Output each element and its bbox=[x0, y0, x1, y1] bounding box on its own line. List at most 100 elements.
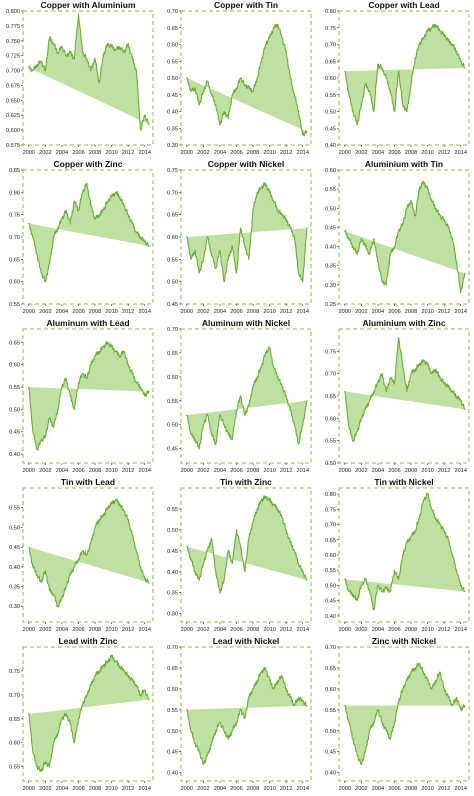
data-point bbox=[398, 700, 400, 702]
x-tick-label: 2014 bbox=[296, 468, 308, 474]
chart-svg: 0.40 0.45 0.50 0.55 0.60 0.65 0.70 0.75 0.80 2000… bbox=[325, 477, 470, 633]
data-point bbox=[364, 751, 367, 753]
y-tick-label: 0.40 bbox=[9, 565, 20, 571]
series-line bbox=[28, 182, 150, 283]
data-point bbox=[431, 373, 433, 375]
x-tick-label: 2000 bbox=[181, 786, 193, 792]
y-tick-label: 0.70 bbox=[325, 43, 336, 49]
y-tick-label: 0.75 bbox=[325, 26, 336, 32]
y-tick-label: 0.60 bbox=[325, 168, 336, 174]
x-tick-label: 2012 bbox=[280, 150, 292, 156]
data-point bbox=[406, 542, 408, 544]
x-tick-label: 2006 bbox=[72, 309, 84, 315]
data-point bbox=[123, 205, 125, 207]
data-point bbox=[244, 571, 246, 573]
data-point bbox=[40, 61, 42, 63]
data-point bbox=[86, 377, 88, 379]
data-point bbox=[393, 382, 396, 384]
data-point bbox=[356, 124, 358, 126]
y-tick-label: 0.30 bbox=[9, 604, 20, 610]
data-point bbox=[77, 13, 80, 15]
y-tick-label: 0.70 bbox=[325, 523, 336, 529]
y-tick-label: 0.60 bbox=[9, 363, 20, 369]
data-point bbox=[256, 77, 258, 79]
data-point bbox=[135, 550, 137, 552]
x-tick-label: 2000 bbox=[339, 627, 351, 633]
data-point bbox=[144, 395, 146, 397]
data-point bbox=[73, 566, 75, 568]
data-point bbox=[298, 562, 300, 564]
plot-frame bbox=[22, 646, 154, 782]
data-point bbox=[281, 675, 283, 677]
y-tick-label: 0.700 bbox=[6, 69, 20, 75]
data-point bbox=[277, 376, 279, 378]
data-point bbox=[385, 390, 387, 393]
x-tick-label: 2002 bbox=[39, 150, 51, 156]
data-point bbox=[140, 566, 142, 568]
y-tick-label: 0.45 bbox=[325, 126, 336, 132]
data-point bbox=[202, 90, 204, 92]
data-point bbox=[402, 364, 404, 366]
x-tick-label: 2008 bbox=[405, 786, 417, 792]
data-point bbox=[244, 84, 246, 86]
data-point bbox=[431, 688, 433, 690]
x-tick-label: 2004 bbox=[56, 627, 68, 633]
data-point bbox=[277, 508, 279, 510]
chart-title: Copper with Nickel bbox=[208, 159, 285, 169]
data-point bbox=[223, 579, 225, 581]
data-point bbox=[28, 223, 30, 225]
data-point bbox=[215, 267, 217, 269]
x-tick-label: 2006 bbox=[230, 309, 242, 315]
x-tick-label: 2004 bbox=[56, 309, 68, 315]
series-line bbox=[344, 492, 465, 611]
data-point bbox=[69, 574, 71, 576]
data-point bbox=[373, 110, 375, 113]
series-line bbox=[186, 495, 308, 594]
x-tick-label: 2008 bbox=[89, 627, 101, 633]
x-tick-label: 2008 bbox=[89, 150, 101, 156]
x-tick-label: 2000 bbox=[181, 627, 193, 633]
data-point bbox=[348, 238, 350, 240]
data-point bbox=[298, 696, 300, 698]
data-point bbox=[86, 58, 88, 60]
data-point bbox=[260, 671, 262, 673]
data-point bbox=[360, 417, 362, 419]
x-tick-label: 2012 bbox=[438, 468, 450, 474]
chart-title: Zinc with Nickel bbox=[372, 636, 436, 646]
data-point bbox=[206, 80, 209, 82]
x-tick-label: 2008 bbox=[247, 309, 259, 315]
y-tick-label: 0.65 bbox=[325, 394, 336, 400]
y-tick-label: 0.30 bbox=[167, 143, 178, 149]
data-point bbox=[235, 529, 238, 531]
data-point bbox=[111, 196, 113, 198]
y-tick-label: 0.65 bbox=[325, 538, 336, 544]
data-point bbox=[98, 81, 100, 84]
y-tick-label: 0.65 bbox=[167, 351, 178, 357]
x-tick-label: 2012 bbox=[280, 468, 292, 474]
y-tick-label: 0.80 bbox=[9, 190, 20, 196]
data-point bbox=[398, 578, 400, 580]
y-tick-label: 0.75 bbox=[167, 168, 178, 174]
y-tick-label: 0.40 bbox=[167, 110, 178, 116]
data-point bbox=[40, 440, 42, 442]
data-point bbox=[252, 90, 254, 92]
data-point bbox=[451, 390, 453, 393]
shaded-band bbox=[344, 494, 465, 610]
data-point bbox=[389, 377, 391, 379]
data-point bbox=[190, 433, 192, 435]
data-point bbox=[65, 55, 67, 57]
data-point bbox=[194, 438, 196, 440]
data-point bbox=[427, 493, 429, 495]
x-tick-label: 2014 bbox=[296, 309, 308, 315]
plot-frame bbox=[22, 169, 154, 305]
data-point bbox=[244, 245, 246, 247]
data-point bbox=[443, 688, 445, 690]
shaded-band bbox=[28, 14, 149, 131]
y-tick-label: 0.60 bbox=[9, 741, 20, 747]
y-tick-label: 0.50 bbox=[325, 110, 336, 116]
data-point bbox=[377, 261, 379, 263]
data-point bbox=[447, 40, 449, 42]
x-tick-label: 2000 bbox=[23, 786, 35, 792]
x-tick-label: 2014 bbox=[138, 786, 150, 792]
x-tick-label: 2008 bbox=[247, 627, 259, 633]
